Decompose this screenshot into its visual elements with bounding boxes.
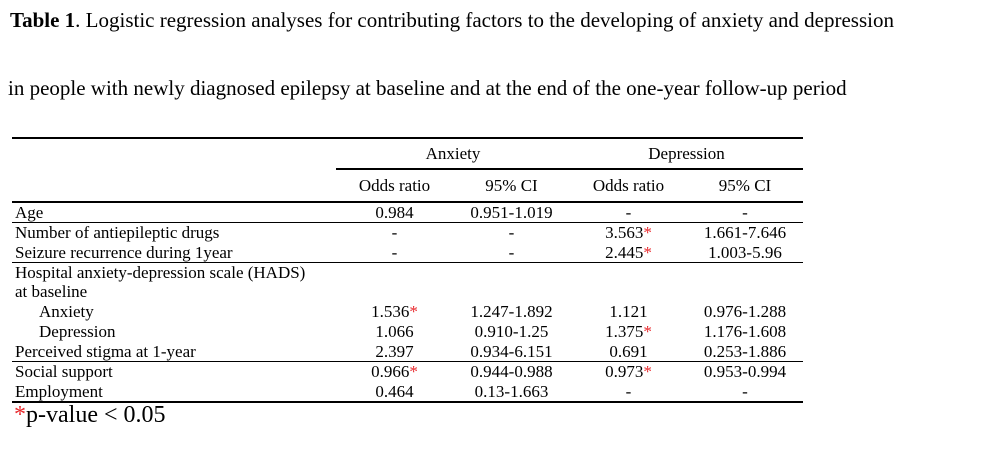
table-row: Social support 0.966* 0.944-0.988 0.973* 0.9… [12,362,803,382]
value-cell: 0.951-1.019 [453,202,570,223]
value-cell: - [687,202,804,223]
value-cell: - [453,242,570,263]
value-cell: 0.464 [336,381,453,403]
value-cell: 1.121 [609,302,648,321]
table-row: Age 0.984 0.951-1.019- - [12,202,804,223]
col-header-depression-odds-ratio: Odds ratio [570,169,687,203]
value-cell: 2.445* [570,242,687,263]
row-label: Hospital anxiety-depression scale (HADS)… [15,263,306,302]
group-header-depression: Depression [570,137,804,170]
footnote-text: p-value < 0.05 [26,402,166,428]
value-cell [453,263,570,302]
significance-star: * [643,362,652,382]
value-cell: 0.934-6.151 [453,341,570,362]
table-row: Hospital anxiety-depression scale (HADS)… [12,263,803,302]
row-label: Perceived stigma at 1-year [12,341,336,362]
significance-star: * [643,242,652,262]
table-row: Depression 1.066 0.910-1.25 1.375* 1.176-1.6… [12,322,803,342]
value-cell: 0.984 [336,202,453,223]
col-header-depression-ci: 95% CI [687,169,804,203]
value-cell: - [570,381,687,403]
group-header-row: Anxiety Depression [12,137,804,170]
significance-star: * [643,223,652,243]
footnote: *p-value < 0.05 [14,402,166,429]
value-cell: 0.966* [371,362,418,382]
table-header: Anxiety Depression Odds ratio 95% CI Odd… [12,137,804,203]
table-caption-text: . Logistic regression analyses for contr… [75,8,894,32]
value-cell: 1.661-7.646 [703,223,787,243]
footnote-significance-star: * [14,402,26,428]
value-cell [570,263,687,302]
col-header-anxiety-odds-ratio: Odds ratio [336,169,453,203]
value-cell: - [570,202,687,223]
significance-star: * [643,322,652,341]
group-header-anxiety: Anxiety [336,137,570,170]
row-label: Anxiety [39,302,94,321]
significance-star: * [409,302,418,321]
value-cell: 1.176-1.608 [703,322,787,341]
header-stub-cell [12,169,336,203]
value-cell: - [391,223,398,243]
table-row: Seizure recurrence during 1year - -2.445* 1… [12,242,804,263]
value-cell: - [508,223,515,243]
value-cell: - [336,242,453,263]
row-label: Employment [12,381,336,403]
table-caption-line1: Table 1. Logistic regression analyses fo… [10,8,894,33]
value-cell [336,263,453,302]
value-cell: 1.003-5.96 [687,242,804,263]
table-body: Age 0.984 0.951-1.019- - Number of antiepile… [12,202,804,403]
row-label: Social support [15,362,113,382]
value-cell: 1.375* [605,322,652,341]
row-label: Seizure recurrence during 1year [12,242,336,263]
value-cell: 0.253-1.886 [687,341,804,362]
table-row: Number of antiepileptic drugs - - 3.563* 1.6… [12,223,803,243]
value-cell: 0.976-1.288 [703,302,787,321]
value-cell: 3.563* [605,223,652,243]
row-label: Depression [39,322,116,341]
table-row: Perceived stigma at 1-year 2.397 0.934-6.1… [12,341,804,362]
value-cell: 0.691 [570,341,687,362]
logistic-regression-table: Anxiety Depression Odds ratio 95% CI Odd… [12,137,804,403]
value-cell: 0.953-0.994 [703,362,787,382]
value-cell: 2.397 [336,341,453,362]
col-header-anxiety-ci: 95% CI [453,169,570,203]
value-cell: 0.944-0.988 [470,362,553,382]
table-row: Anxiety 1.536* 1.247-1.892 1.121 0.976-1.288 [12,302,803,322]
value-cell: 0.13-1.663 [453,381,570,403]
header-stub-cell [12,137,336,169]
value-cell: 1.066 [375,322,414,341]
value-cell: 1.247-1.892 [470,302,553,321]
significance-star: * [409,362,418,382]
row-label: Number of antiepileptic drugs [15,223,220,243]
value-cell: - [687,381,804,403]
column-header-row: Odds ratio 95% CI Odds ratio 95% CI [12,169,804,203]
table-row: Employment 0.464 0.13-1.663- - [12,381,804,403]
row-label: Age [12,202,336,223]
value-cell: 0.910-1.25 [474,322,549,341]
value-cell: 0.973* [605,362,652,382]
table-caption-number: Table 1 [10,8,76,32]
table-caption-line2: in people with newly diagnosed epilepsy … [8,76,847,100]
value-cell [687,263,803,302]
value-cell: 1.536* [371,302,418,321]
